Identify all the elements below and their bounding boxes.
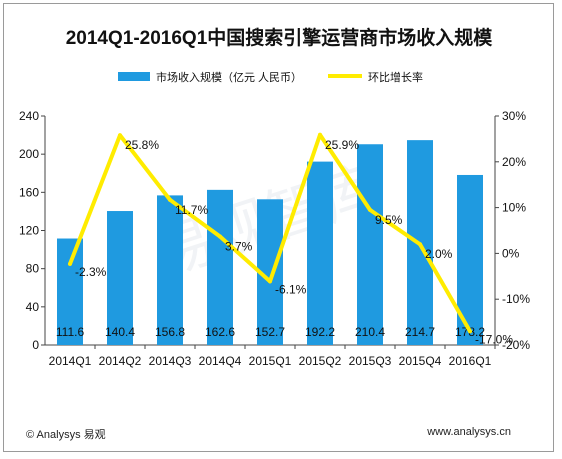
x-tick-label: 2015Q2 [299, 354, 342, 368]
x-tick-label: 2014Q2 [99, 354, 142, 368]
y-right-tick-label: 10% [502, 201, 526, 215]
line-value-label: 25.8% [125, 138, 159, 152]
line-value-label: 2.0% [425, 247, 453, 261]
line-point [318, 132, 322, 137]
bar-value-label: 152.7 [255, 325, 285, 339]
y-right-tick-label: 20% [502, 155, 526, 169]
y-right-tick-label: -20% [502, 338, 530, 352]
line-point [218, 234, 222, 239]
x-tick-label: 2014Q1 [49, 354, 92, 368]
line-value-label: 3.7% [225, 239, 253, 253]
chart-title: 2014Q1-2016Q1中国搜索引擎运营商市场收入规模 [66, 26, 494, 49]
bar-value-label: 162.6 [205, 325, 235, 339]
bar [357, 144, 383, 345]
x-tick-label: 2015Q3 [349, 354, 392, 368]
footer-source: © Analysys 易观 [26, 429, 106, 441]
y-left-tick-label: 240 [19, 109, 39, 123]
line-value-label: -2.3% [75, 265, 107, 279]
line-value-label: 11.7% [175, 203, 208, 217]
bar [157, 195, 183, 345]
bar-value-label: 156.8 [155, 325, 185, 339]
line-point [468, 329, 472, 334]
x-tick-label: 2015Q4 [399, 354, 442, 368]
bar-value-label: 140.4 [105, 325, 135, 339]
line-point [418, 242, 422, 247]
bar-value-label: 192.2 [305, 325, 335, 339]
bar [207, 189, 233, 345]
legend-label-bar: 市场收入规模（亿元 人民币） [156, 70, 302, 84]
legend-swatch-bar [118, 72, 150, 81]
line-point [168, 197, 172, 202]
line-point [368, 207, 372, 212]
bar-value-label: 111.6 [56, 325, 85, 339]
y-right-tick-label: 30% [502, 109, 526, 123]
bar-value-label: 210.4 [355, 325, 385, 339]
line-value-label: -17.0% [475, 332, 513, 346]
line-point [68, 261, 72, 266]
x-tick-label: 2014Q3 [149, 354, 192, 368]
legend-label-line: 环比增长率 [368, 70, 423, 84]
bar [107, 211, 133, 345]
y-right-tick-label: 0% [502, 246, 520, 260]
line-point [268, 279, 272, 284]
y-left-tick-label: 80 [26, 262, 40, 276]
x-tick-label: 2016Q1 [449, 354, 492, 368]
line-value-label: 25.9% [325, 138, 359, 152]
y-left-tick-label: 120 [19, 224, 39, 238]
footer-website: www.analysys.cn [427, 426, 511, 438]
y-left-tick-label: 40 [26, 300, 40, 314]
bar [457, 174, 483, 345]
bar [57, 238, 83, 345]
chart-frame: 2014Q1-2016Q1中国搜索引擎运营商市场收入规模易观智库市场收入规模（亿… [3, 3, 554, 452]
y-left-tick-label: 160 [19, 185, 39, 199]
x-tick-label: 2015Q1 [249, 354, 292, 368]
bar-value-label: 214.7 [405, 325, 435, 339]
bar [307, 161, 333, 345]
line-value-label: 9.5% [375, 213, 403, 227]
y-right-tick-label: -10% [502, 292, 530, 306]
y-left-tick-label: 200 [19, 147, 39, 161]
x-tick-label: 2014Q4 [199, 354, 242, 368]
chart: 2014Q1-2016Q1中国搜索引擎运营商市场收入规模易观智库市场收入规模（亿… [19, 26, 530, 368]
line-value-label: -6.1% [275, 282, 307, 296]
y-left-tick-label: 0 [32, 338, 39, 352]
line-point [118, 133, 122, 138]
